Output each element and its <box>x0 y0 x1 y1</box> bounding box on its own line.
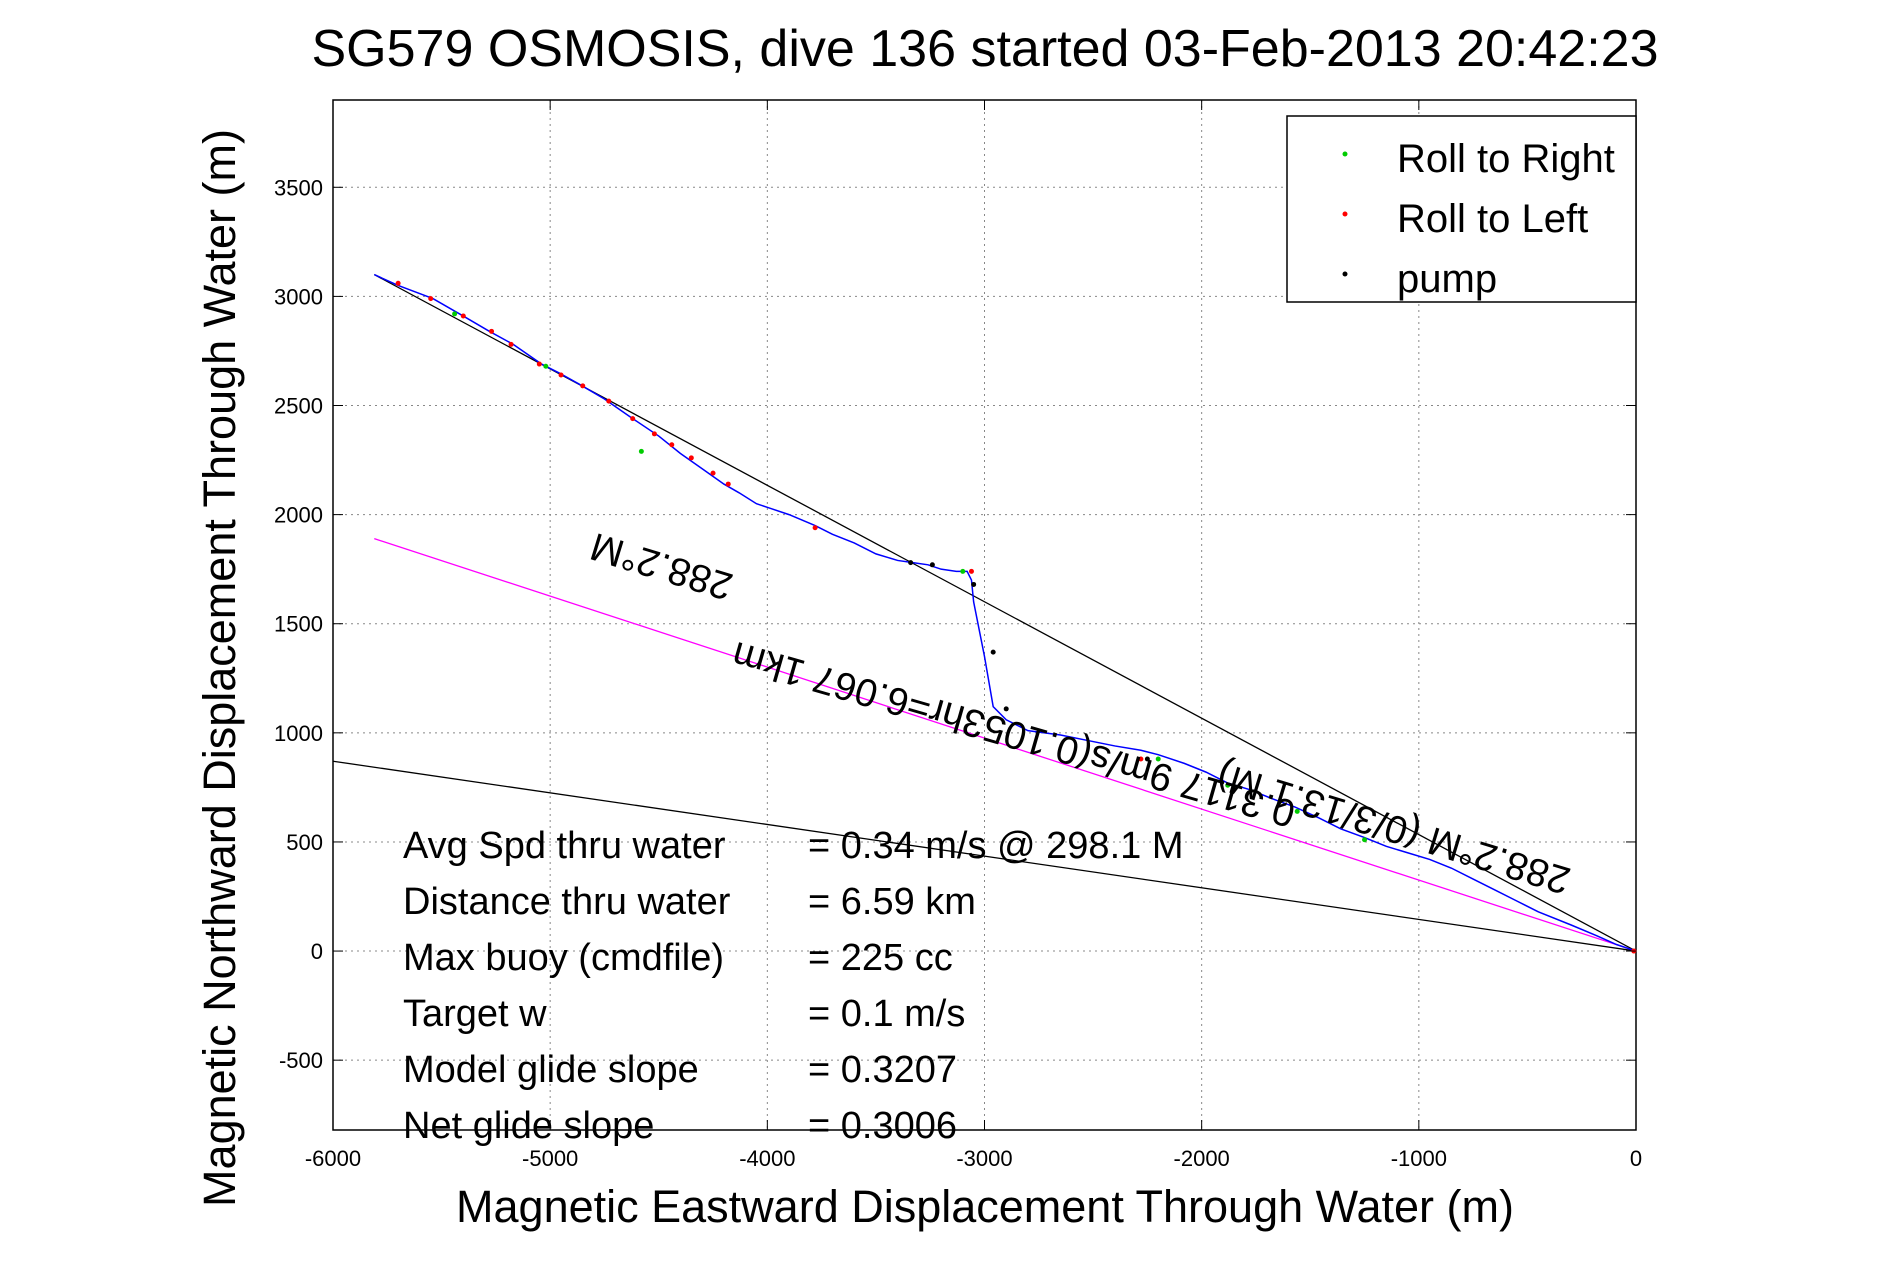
heading-annotation: 288.2°M <box>586 524 738 608</box>
pump-point <box>1003 706 1009 712</box>
roll-left-point <box>580 383 586 389</box>
roll-right-point <box>543 363 549 369</box>
x-tick-label: -2000 <box>1174 1146 1230 1171</box>
y-tick-label: 3000 <box>274 284 323 309</box>
roll-left-point <box>812 525 818 531</box>
y-tick-label: 2000 <box>274 503 323 528</box>
y-tick-label: 1500 <box>274 612 323 637</box>
x-tick-label: -1000 <box>1391 1146 1447 1171</box>
stat-value: = 225 cc <box>808 937 953 979</box>
x-axis-ticks: -6000 -5000 -4000 -3000 -2000 -1000 0 <box>305 100 1642 1171</box>
y-tick-label: 2500 <box>274 394 323 419</box>
pump-point <box>971 581 977 587</box>
legend-label: pump <box>1397 257 1497 301</box>
legend-marker <box>1342 151 1348 157</box>
roll-left-point <box>508 341 514 347</box>
roll-left-point <box>968 568 974 574</box>
roll-right-point <box>452 311 458 317</box>
stat-label: Distance thru water <box>403 881 731 923</box>
roll-right-point <box>1294 808 1300 814</box>
stat-label: Net glide slope <box>403 1105 654 1147</box>
reference-line <box>333 760 1636 952</box>
chart-title: SG579 OSMOSIS, dive 136 started 03-Feb-2… <box>311 20 1658 78</box>
heading-annotation: 0.3117 9m/s(0.1053hr=6.067 1km <box>727 633 1300 835</box>
roll-right-point <box>638 448 644 454</box>
roll-right-point <box>1362 837 1368 843</box>
y-tick-label: 0 <box>311 939 323 964</box>
roll-left-point <box>669 442 675 448</box>
stat-value: = 0.1 m/s <box>808 993 965 1035</box>
roll-left-point <box>428 296 434 302</box>
stat-label: Model glide slope <box>403 1049 699 1091</box>
y-tick-label: -500 <box>279 1048 323 1073</box>
y-tick-label: 1000 <box>274 721 323 746</box>
x-tick-label: -4000 <box>739 1146 795 1171</box>
stat-value: = 0.3207 <box>808 1049 957 1091</box>
reference-line <box>374 538 1636 952</box>
roll-left-point <box>536 361 542 367</box>
dive-statistics: Avg Spd thru water = 0.34 m/s @ 298.1 M Di… <box>403 825 1183 1147</box>
stat-label: Avg Spd thru water <box>403 825 726 867</box>
legend: Roll to Right Roll to Left pump <box>1286 115 1637 303</box>
stat-value: = 0.34 m/s @ 298.1 M <box>808 825 1183 867</box>
legend-marker <box>1342 211 1348 217</box>
roll-left-point <box>460 313 466 319</box>
stat-value: = 6.59 km <box>808 881 976 923</box>
roll-left-point <box>489 328 495 334</box>
pump-point <box>990 649 996 655</box>
stat-label: Max buoy (cmdfile) <box>403 937 724 979</box>
x-tick-label: -3000 <box>956 1146 1012 1171</box>
roll-left-point <box>558 372 564 378</box>
y-tick-label: 3500 <box>274 175 323 200</box>
roll-right-point <box>960 568 966 574</box>
roll-left-point <box>1138 756 1144 762</box>
roll-left-point <box>606 398 612 404</box>
roll-right-point <box>1225 782 1231 788</box>
stat-value: = 0.3006 <box>808 1105 957 1147</box>
x-axis-label: Magnetic Eastward Displacement Through W… <box>456 1181 1514 1232</box>
roll-left-point <box>651 431 657 437</box>
roll-right-point <box>1155 756 1161 762</box>
y-axis-label: Magnetic Northward Displacement Through … <box>194 129 245 1207</box>
legend-label: Roll to Left <box>1397 197 1588 241</box>
pump-point <box>908 560 914 566</box>
stat-label: Target w <box>403 993 547 1035</box>
legend-label: Roll to Right <box>1397 137 1615 181</box>
pump-point <box>1144 756 1150 762</box>
roll-left-point <box>688 455 694 461</box>
roll-left-point <box>710 470 716 476</box>
track-markers <box>395 280 1637 954</box>
x-tick-label: 0 <box>1630 1146 1642 1171</box>
roll-left-point <box>395 280 401 286</box>
y-tick-label: 500 <box>286 830 323 855</box>
roll-left-point <box>630 416 636 422</box>
legend-box <box>1286 115 1637 303</box>
pump-point <box>929 562 935 568</box>
roll-left-point <box>725 481 731 487</box>
x-tick-label: -5000 <box>522 1146 578 1171</box>
legend-marker <box>1342 271 1348 277</box>
x-tick-label: -6000 <box>305 1146 361 1171</box>
